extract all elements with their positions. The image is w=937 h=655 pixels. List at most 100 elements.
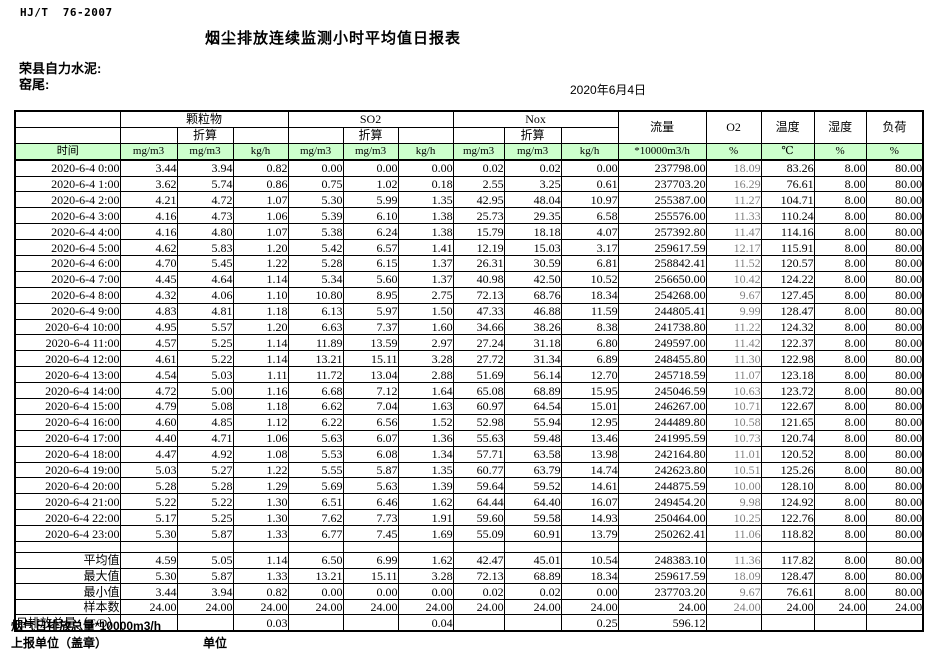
value-cell: 8.00 [813, 318, 867, 336]
value-cell: 5.30 [119, 525, 178, 543]
value-cell: 4.59 [119, 552, 178, 569]
value-cell: 6.63 [287, 318, 344, 336]
value-cell: 80.00 [865, 207, 924, 225]
value-cell: 1.11 [232, 366, 289, 384]
unit-cell: % [813, 142, 867, 161]
value-cell: 8.00 [813, 583, 867, 600]
company-name: 荣县自力水泥: [19, 61, 102, 76]
value-cell: 4.83 [119, 302, 178, 320]
value-cell: 15.95 [560, 382, 619, 400]
value-cell: 4.40 [119, 429, 178, 447]
value-cell: 1.14 [232, 552, 289, 569]
time-cell: 2020-6-4 10:00 [14, 318, 121, 336]
value-cell: 4.16 [119, 207, 178, 225]
value-cell: 11.22 [705, 318, 762, 336]
value-cell: 13.21 [287, 350, 344, 368]
value-cell: 8.00 [813, 239, 867, 257]
value-cell: 4.73 [176, 207, 234, 225]
value-cell: 259617.59 [617, 239, 707, 257]
value-cell: 68.76 [503, 286, 562, 304]
value-cell: 8.00 [813, 413, 867, 431]
value-cell: 1.14 [232, 270, 289, 288]
value-cell: 1.20 [232, 239, 289, 257]
value-cell: 4.54 [119, 366, 178, 384]
value-cell: 257392.80 [617, 223, 707, 241]
value-cell: 1.06 [232, 207, 289, 225]
time-cell: 2020-6-4 6:00 [14, 255, 121, 272]
value-cell: 15.01 [560, 398, 619, 415]
value-cell: 80.00 [865, 366, 924, 384]
value-cell: 25.73 [452, 207, 505, 225]
value-cell: 10.71 [705, 398, 762, 415]
value-cell: 5.25 [176, 334, 234, 352]
value-cell: 6.58 [560, 207, 619, 225]
value-cell: 1.34 [397, 445, 454, 463]
value-cell: 27.24 [452, 334, 505, 352]
value-cell: 11.47 [705, 223, 762, 241]
value-cell: 80.00 [865, 552, 924, 569]
value-cell: 14.74 [560, 461, 619, 479]
empty-cell [705, 541, 762, 554]
value-cell: 11.89 [287, 334, 344, 352]
value-cell: 123.72 [760, 382, 815, 400]
value-cell: 1.37 [397, 270, 454, 288]
value-cell: 80.00 [865, 175, 924, 193]
time-cell: 2020-6-4 17:00 [14, 429, 121, 447]
table-row: 2020-6-4 6:00 4.70 5.45 1.22 5.28 6.15 1.37 26.… [14, 255, 924, 272]
col-header-temperature: 温度 [760, 110, 815, 144]
value-cell: 5.39 [287, 207, 344, 225]
value-cell: 5.60 [342, 270, 399, 288]
value-cell: 16.29 [705, 175, 762, 193]
value-cell: 1.14 [232, 350, 289, 368]
table-row: 2020-6-4 19:00 5.03 5.27 1.22 5.55 5.87 1.35 60… [14, 461, 924, 479]
value-cell: 10.51 [705, 461, 762, 479]
value-cell: 64.54 [503, 398, 562, 415]
value-cell: 7.73 [342, 509, 399, 527]
value-cell: 6.81 [560, 255, 619, 272]
value-cell: 1.20 [232, 318, 289, 336]
time-cell: 2020-6-4 14:00 [14, 382, 121, 400]
value-cell: 5.55 [287, 461, 344, 479]
value-cell: 1.14 [232, 334, 289, 352]
value-cell: 124.22 [760, 270, 815, 288]
value-cell: 6.13 [287, 302, 344, 320]
value-cell: 127.45 [760, 286, 815, 304]
value-cell: 80.00 [865, 159, 924, 177]
value-cell: 0.02 [452, 159, 505, 177]
value-cell: 80.00 [865, 334, 924, 352]
value-cell: 13.46 [560, 429, 619, 447]
value-cell: 11.06 [705, 525, 762, 543]
value-cell: 0.25 [560, 614, 619, 632]
summary-label-cell: 最小值 [14, 583, 121, 600]
value-cell: 42.95 [452, 191, 505, 209]
value-cell: 8.00 [813, 493, 867, 511]
time-cell: 2020-6-4 11:00 [14, 334, 121, 352]
value-cell: 1.30 [232, 493, 289, 511]
unit-cell: mg/m3 [452, 142, 505, 161]
value-cell [760, 614, 815, 632]
value-cell: 8.00 [813, 286, 867, 304]
value-cell: 8.00 [813, 398, 867, 415]
value-cell: 9.67 [705, 286, 762, 304]
value-cell: 24.00 [287, 598, 344, 616]
value-cell [813, 614, 867, 632]
value-cell: 80.00 [865, 286, 924, 304]
value-cell: 0.00 [287, 583, 344, 600]
value-cell: 6.24 [342, 223, 399, 241]
value-cell: 1.38 [397, 207, 454, 225]
value-cell: 10.52 [560, 270, 619, 288]
value-cell: 56.14 [503, 366, 562, 384]
value-cell: 259617.59 [617, 567, 707, 585]
sub-header-converted: 折算 [503, 126, 562, 144]
value-cell: 9.99 [705, 302, 762, 320]
sub-header-converted: 折算 [176, 126, 234, 144]
value-cell: 5.63 [342, 477, 399, 495]
value-cell: 0.00 [342, 583, 399, 600]
table-row: 2020-6-4 8:00 4.32 4.06 1.10 10.80 8.95 2.75 72… [14, 286, 924, 304]
value-cell: 4.80 [176, 223, 234, 241]
value-cell: 8.00 [813, 159, 867, 177]
report-table: 颗粒物 SO2 Nox 流量 O2 温度 湿度 负荷 折算 折算 折算 时间 m… [14, 110, 925, 633]
value-cell: 118.82 [760, 525, 815, 543]
value-cell: 4.71 [176, 429, 234, 447]
value-cell: 80.00 [865, 509, 924, 527]
